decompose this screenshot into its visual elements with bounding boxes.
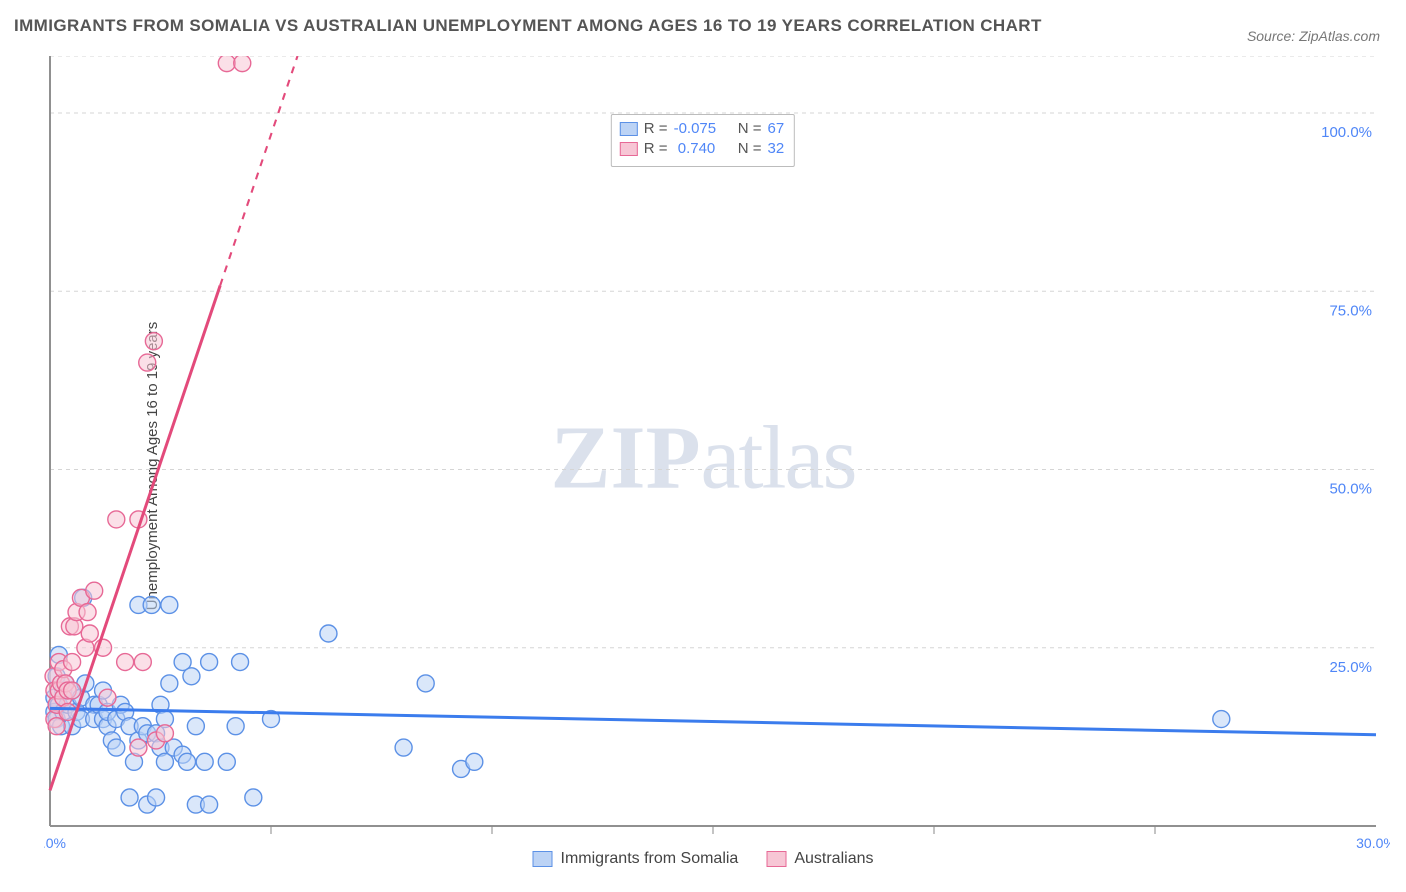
svg-text:25.0%: 25.0% (1329, 659, 1372, 676)
legend-item-somalia: Immigrants from Somalia (533, 850, 739, 868)
chart-title: IMMIGRANTS FROM SOMALIA VS AUSTRALIAN UN… (14, 16, 1042, 36)
legend-row-2: R = 0.740 N = 32 (620, 139, 784, 159)
legend-label-australians: Australians (794, 850, 873, 868)
svg-text:0.0%: 0.0% (44, 835, 66, 850)
svg-text:30.0%: 30.0% (1356, 835, 1390, 850)
legend-n-label: N = (734, 139, 762, 159)
legend-n-val-2: 32 (768, 139, 785, 159)
svg-text:75.0%: 75.0% (1329, 302, 1372, 319)
svg-text:100.0%: 100.0% (1321, 124, 1372, 141)
series-legend: Immigrants from Somalia Australians (533, 850, 874, 868)
svg-text:50.0%: 50.0% (1329, 481, 1372, 498)
legend-r-val-2: 0.740 (674, 139, 728, 159)
legend-label-somalia: Immigrants from Somalia (561, 850, 739, 868)
legend-swatch-blue (620, 122, 638, 136)
legend-n-val-1: 67 (768, 119, 785, 139)
legend-r-label: R = (644, 139, 668, 159)
legend-r-label: R = (644, 119, 668, 139)
scatter-plot: 25.0% 50.0% 75.0% 100.0% 0.0% 30.0% (44, 56, 1390, 850)
source-attribution: Source: ZipAtlas.com (1247, 28, 1380, 44)
legend-row-1: R = -0.075 N = 67 (620, 119, 784, 139)
legend-r-val-1: -0.075 (674, 119, 728, 139)
legend-swatch-pink (620, 142, 638, 156)
legend-swatch-somalia (533, 851, 553, 867)
chart-container: Unemployment Among Ages 16 to 19 years Z… (0, 56, 1406, 876)
legend-n-label: N = (734, 119, 762, 139)
correlation-legend: R = -0.075 N = 67 R = 0.740 N = 32 (611, 114, 795, 167)
legend-swatch-australians (766, 851, 786, 867)
legend-item-australians: Australians (766, 850, 873, 868)
